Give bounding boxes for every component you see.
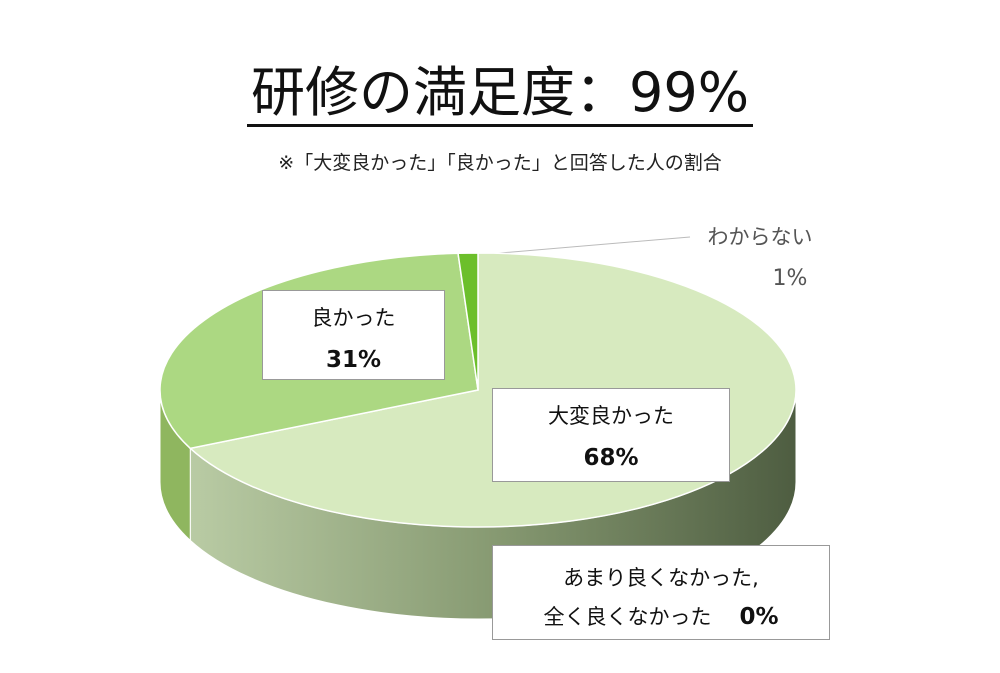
value-label: 1% [772, 265, 808, 291]
category-label: あまり良くなかった, 全く良くなかった [543, 566, 759, 629]
data-label: わからない 1% [690, 218, 830, 300]
slice [457, 252, 479, 391]
data-label: あまり良くなかった, 全く良くなかった 0% [492, 545, 830, 640]
value-label: 31% [325, 346, 382, 373]
leader-line [487, 236, 691, 255]
category-label: 良かった [311, 306, 396, 330]
chart-subtitle: ※「大変良かった」「良かった」と回答した人の割合 [278, 152, 722, 174]
value-label: 68% [583, 444, 639, 471]
data-label: 大変良かった 68% [492, 388, 730, 482]
title-wrap: 研修の満足度：99% [0, 48, 1000, 127]
category-label: わからない [707, 225, 813, 249]
value-label: 0% [739, 603, 779, 630]
category-label: 大変良かった [548, 404, 674, 428]
chart-title: 研修の満足度：99% [246, 61, 754, 127]
data-label: 良かった 31% [262, 290, 445, 380]
